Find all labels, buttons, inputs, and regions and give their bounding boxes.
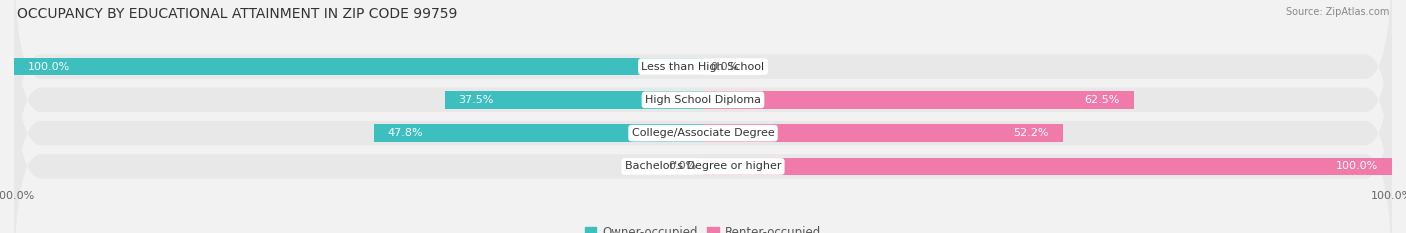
Text: 0.0%: 0.0%: [710, 62, 738, 72]
Bar: [703, 158, 1392, 175]
Bar: [444, 91, 703, 109]
Bar: [703, 91, 1133, 109]
Text: OCCUPANCY BY EDUCATIONAL ATTAINMENT IN ZIP CODE 99759: OCCUPANCY BY EDUCATIONAL ATTAINMENT IN Z…: [17, 7, 457, 21]
Text: 62.5%: 62.5%: [1084, 95, 1119, 105]
Bar: [703, 58, 713, 75]
Text: Source: ZipAtlas.com: Source: ZipAtlas.com: [1285, 7, 1389, 17]
Text: 37.5%: 37.5%: [458, 95, 494, 105]
Text: College/Associate Degree: College/Associate Degree: [631, 128, 775, 138]
Text: 47.8%: 47.8%: [388, 128, 423, 138]
Text: 100.0%: 100.0%: [28, 62, 70, 72]
FancyBboxPatch shape: [14, 12, 1392, 233]
Text: 100.0%: 100.0%: [1336, 161, 1378, 171]
Text: Bachelor's Degree or higher: Bachelor's Degree or higher: [624, 161, 782, 171]
Bar: [374, 124, 703, 142]
FancyBboxPatch shape: [14, 46, 1392, 233]
Text: Less than High School: Less than High School: [641, 62, 765, 72]
Bar: [703, 124, 1063, 142]
Text: 52.2%: 52.2%: [1014, 128, 1049, 138]
Bar: [693, 158, 703, 175]
Text: 0.0%: 0.0%: [668, 161, 696, 171]
FancyBboxPatch shape: [14, 0, 1392, 187]
Text: High School Diploma: High School Diploma: [645, 95, 761, 105]
Legend: Owner-occupied, Renter-occupied: Owner-occupied, Renter-occupied: [579, 221, 827, 233]
Bar: [14, 58, 703, 75]
FancyBboxPatch shape: [14, 0, 1392, 221]
